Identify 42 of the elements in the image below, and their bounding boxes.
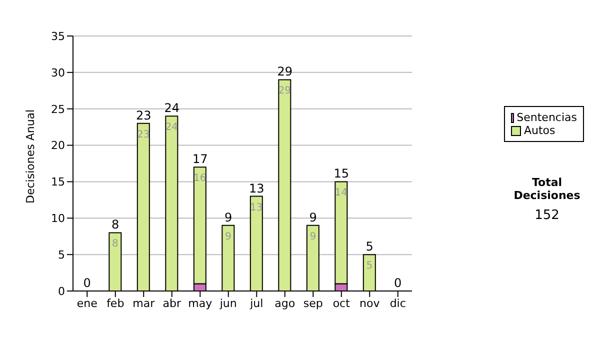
text: 152 [534,208,560,223]
x-tick-label: mar [132,296,156,310]
total-label: 9 [309,210,317,224]
total-label: 23 [136,108,152,122]
total-label: 13 [248,181,264,196]
total-label: 17 [192,152,208,166]
x-tick-label: feb [106,296,124,310]
x-tick-label: jul [249,296,264,310]
y-tick-label: 20 [51,139,65,152]
total-label: 15 [334,166,350,181]
total-label: 0 [83,276,91,290]
x-tick-label: may [188,296,213,310]
y-tick-label: 5 [58,248,65,262]
total-label: 9 [224,210,232,224]
data-label: 8 [112,238,118,250]
x-tick-label: dic [390,296,406,310]
y-axis-title: Decisiones Anual [24,109,37,204]
data-label: 13 [250,202,263,214]
y-tick-label: 30 [51,66,65,80]
total-label: 5 [366,240,374,254]
total-label: 0 [394,276,402,290]
x-tick-label: ene [76,296,98,310]
x-tick-label: oct [332,296,351,310]
y-tick-label: 35 [51,30,65,43]
total-label: 24 [164,101,180,116]
data-label: 9 [310,231,316,242]
x-tick-label: ago [274,296,296,310]
total-label: 29 [277,64,293,79]
data-label: 9 [224,231,232,242]
x-tick-label: sep [303,296,323,310]
y-tick-label: 15 [51,176,65,189]
y-tick-label: 0 [58,284,65,298]
x-tick-label: abr [162,296,182,310]
data-label: 5 [366,260,373,272]
y-tick-label: 10 [51,212,65,226]
x-tick-label: jun [218,296,237,310]
y-tick-label: 25 [51,102,65,116]
total-label: 8 [112,218,120,232]
legend-label: Autos [524,124,556,137]
x-tick-label: nov [360,296,380,310]
text: Total Decisiones [512,176,582,202]
legend-label: Sentencias [516,111,577,124]
